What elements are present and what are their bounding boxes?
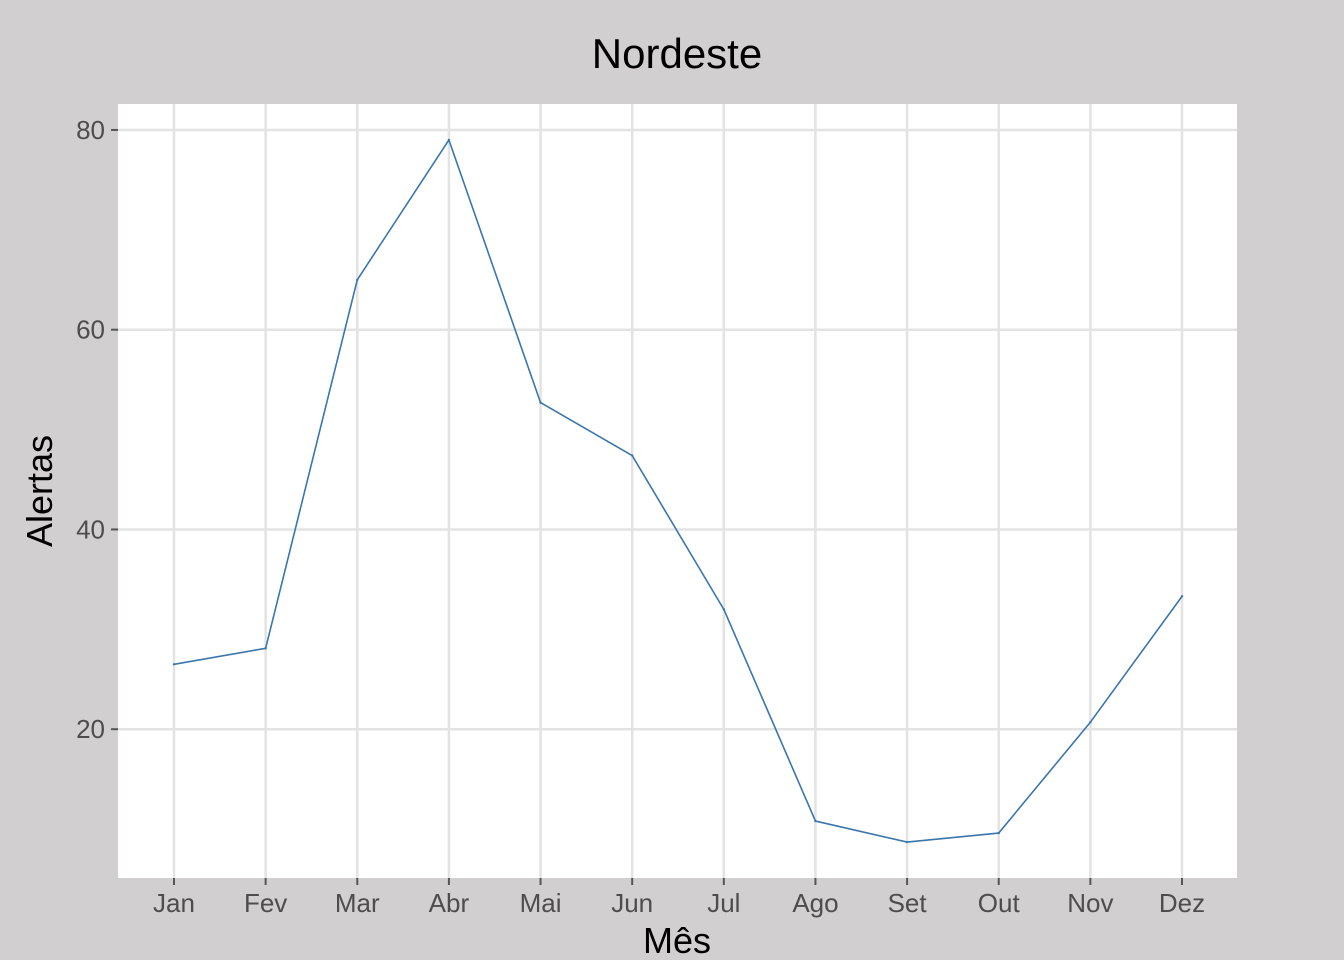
axis-ticks: 20 40 60 80 Jan Fev Mar Abr Mai Jun Jul Ago Set Out No… <box>76 115 1205 918</box>
x-tick-label: Set <box>888 888 928 918</box>
data-point <box>630 454 634 457</box>
data-point <box>997 831 1000 835</box>
y-tick-label: 40 <box>76 514 105 544</box>
data-point <box>264 647 267 650</box>
x-tick-label: Nov <box>1067 888 1113 918</box>
x-tick-label: Out <box>978 888 1021 918</box>
data-point <box>172 663 176 666</box>
y-tick-label: 60 <box>76 315 105 345</box>
series-layer <box>172 138 1184 844</box>
data-point <box>356 278 359 281</box>
x-tick-label: Jun <box>611 888 653 918</box>
data-point <box>814 819 817 823</box>
plot-panel <box>118 104 1237 878</box>
x-tick-label: Ago <box>792 888 838 918</box>
data-point <box>722 608 726 611</box>
y-axis-title: Alertas <box>19 435 60 547</box>
x-tick-label: Fev <box>244 888 287 918</box>
data-point <box>539 401 542 404</box>
gridlines <box>118 104 1237 878</box>
series-line <box>173 139 1183 843</box>
x-tick-label: Mar <box>335 888 380 918</box>
x-axis-title: Mês <box>643 920 711 960</box>
y-tick-label: 80 <box>76 115 105 145</box>
x-tick-label: Dez <box>1159 888 1205 918</box>
y-tick-label: 20 <box>76 714 105 744</box>
x-tick-label: Mai <box>520 888 562 918</box>
data-point <box>1180 595 1184 598</box>
chart-title: Nordeste <box>592 30 762 77</box>
x-tick-label: Jul <box>707 888 740 918</box>
data-point <box>447 138 451 142</box>
x-tick-label: Jan <box>153 888 195 918</box>
data-point <box>905 840 909 844</box>
data-point <box>1089 721 1092 724</box>
x-tick-label: Abr <box>429 888 470 918</box>
